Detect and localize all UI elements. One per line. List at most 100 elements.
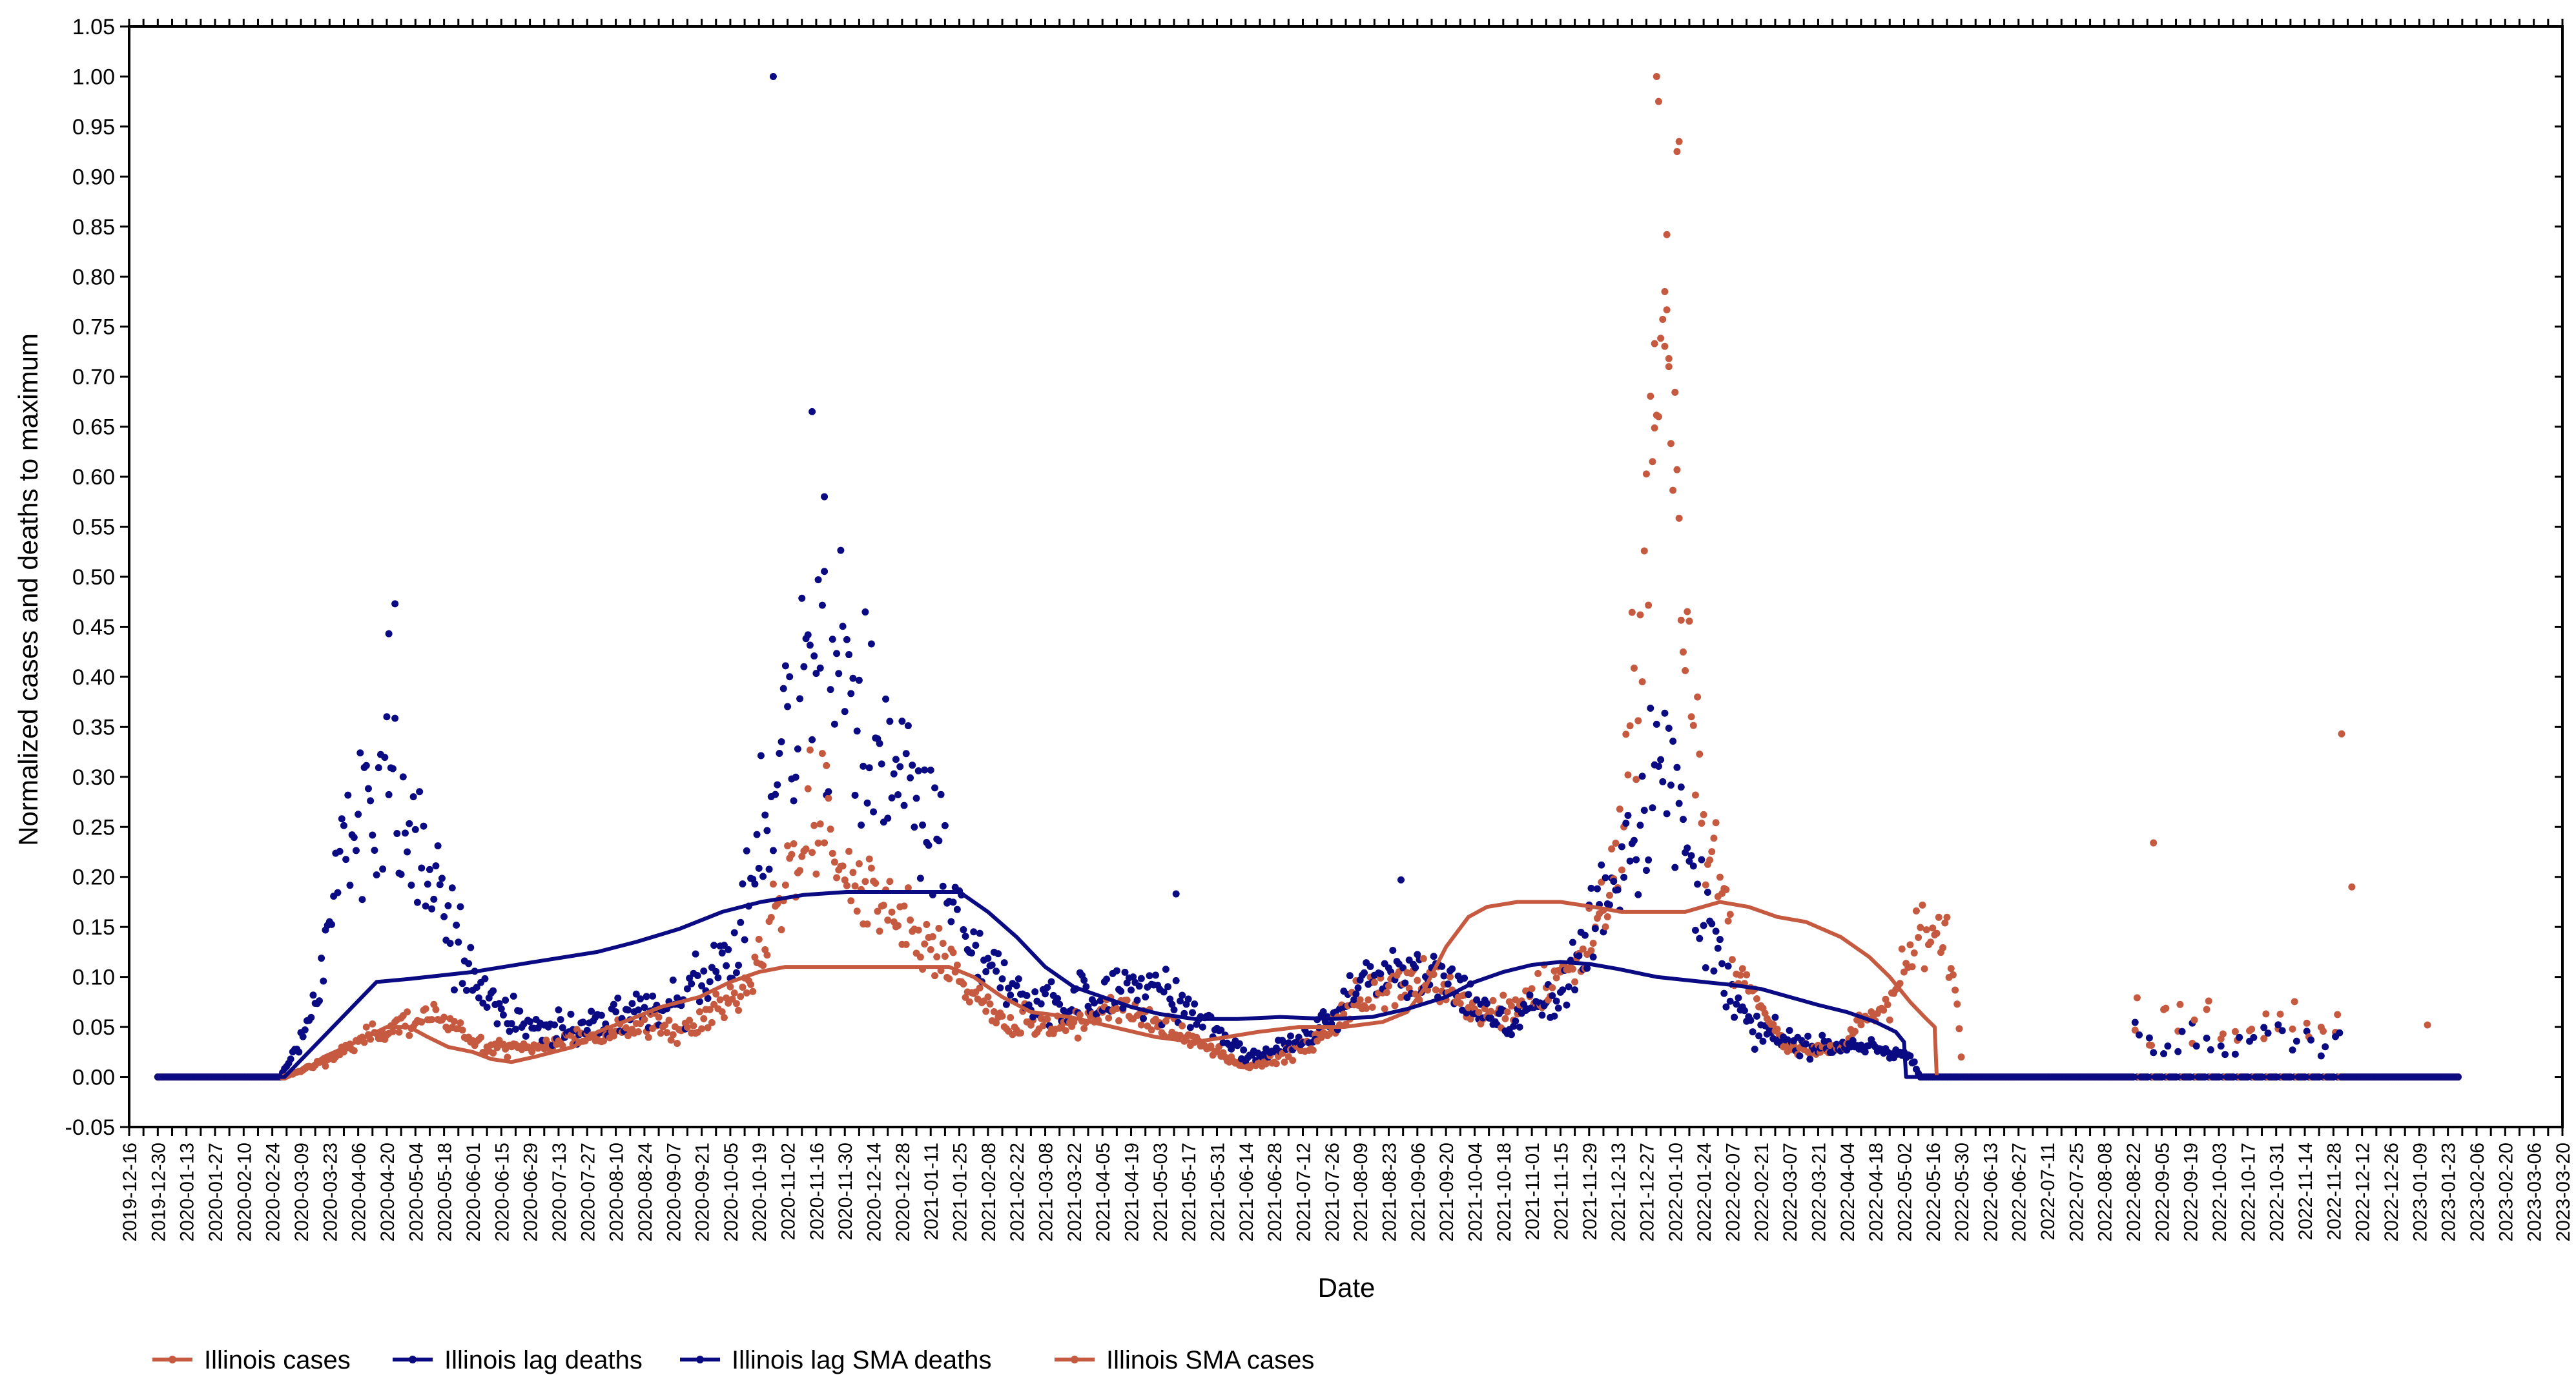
death-point [904, 722, 912, 730]
death-point [1802, 1040, 1809, 1048]
death-point [843, 636, 850, 643]
case-point [686, 1017, 694, 1024]
case-point [1651, 424, 1658, 432]
death-point [465, 960, 473, 968]
case-point [841, 876, 849, 884]
case-point [406, 1031, 413, 1039]
death-point [898, 718, 906, 725]
case-point [931, 972, 939, 980]
case-point [1179, 1022, 1186, 1030]
death-point [1354, 984, 1362, 992]
case-point [855, 860, 863, 867]
death-point [399, 773, 407, 781]
death-point [2174, 1048, 2182, 1055]
case-point [1653, 72, 1660, 80]
case-point [459, 1026, 466, 1034]
legend-item: Illinois cases [152, 1346, 351, 1374]
sma-deaths-line [160, 890, 2458, 1079]
death-point [1037, 1000, 1045, 1008]
death-point [1642, 867, 1650, 874]
death-point [674, 994, 681, 1002]
death-point [1554, 1004, 1562, 1012]
death-point [863, 799, 871, 807]
case-point [2291, 998, 2298, 1006]
x-tick-label: 2021-03-08 [1036, 1143, 1057, 1241]
case-point [1638, 678, 1646, 686]
death-point [2221, 1051, 2229, 1059]
case-point [1706, 856, 1714, 864]
case-point [1654, 413, 1662, 420]
death-point [493, 1020, 501, 1028]
death-point [968, 949, 976, 957]
case-point [1663, 231, 1671, 238]
case-point [945, 975, 953, 982]
case-point [2231, 1028, 2239, 1035]
death-point [614, 994, 622, 1002]
death-point [725, 946, 732, 953]
case-point [1616, 805, 1623, 813]
death-point [634, 1006, 642, 1014]
death-point [892, 756, 900, 763]
case-point [784, 842, 792, 850]
case-point [1679, 648, 1687, 656]
case-point [1356, 996, 1364, 1004]
death-point [907, 774, 914, 781]
death-point [1031, 988, 1039, 996]
x-tick-label: 2022-01-10 [1665, 1143, 1687, 1241]
case-point [1475, 1008, 1483, 1016]
case-point [853, 907, 861, 915]
case-point [1738, 965, 1746, 973]
death-point [1287, 1032, 1295, 1040]
death-point [1152, 971, 1160, 979]
case-point [1579, 945, 1587, 953]
death-point [1640, 807, 1648, 814]
death-point [407, 882, 415, 889]
death-point [1649, 804, 1656, 812]
death-point [473, 984, 480, 991]
death-point [870, 808, 878, 816]
death-point [769, 72, 777, 80]
case-point [422, 1005, 429, 1013]
death-point [706, 978, 714, 986]
death-point [669, 977, 677, 984]
death-point [373, 871, 380, 879]
case-point [1955, 1025, 1963, 1033]
case-point [880, 902, 887, 909]
death-point [2303, 1028, 2311, 1035]
x-tick-label: 2021-06-14 [1236, 1143, 1257, 1241]
death-point [1733, 1000, 1740, 1008]
case-point [712, 990, 720, 998]
death-point [2289, 1046, 2296, 1054]
death-point [1569, 938, 1576, 946]
case-point [743, 989, 750, 997]
case-point [716, 996, 724, 1004]
death-point [837, 546, 845, 554]
death-point [430, 895, 438, 903]
case-point [865, 855, 873, 863]
death-point [1673, 763, 1681, 771]
case-point [1651, 340, 1658, 347]
case-point [2131, 1026, 2139, 1034]
case-point [984, 993, 992, 1001]
case-point [1363, 1004, 1370, 1012]
death-point [1667, 781, 1674, 789]
y-tick-label: 0.30 [72, 765, 115, 790]
case-point [769, 880, 777, 888]
x-tick-label: 2021-08-23 [1379, 1143, 1400, 1241]
case-point [1708, 848, 1716, 856]
case-point [998, 1012, 1006, 1020]
case-point [1074, 1034, 1082, 1042]
death-point [861, 608, 869, 616]
case-point [1927, 938, 1935, 946]
death-point [516, 1007, 524, 1015]
case-point [1694, 693, 1702, 701]
death-point [1189, 1009, 1197, 1017]
x-tick-label: 2020-05-18 [435, 1143, 456, 1241]
case-point [939, 940, 947, 947]
death-point [2145, 1034, 2153, 1042]
x-tick-label: 2020-09-07 [663, 1143, 685, 1241]
case-point [432, 1006, 440, 1013]
x-tick-label: 2022-07-11 [2037, 1143, 2059, 1240]
death-point [1448, 965, 1456, 973]
death-point [784, 703, 792, 710]
